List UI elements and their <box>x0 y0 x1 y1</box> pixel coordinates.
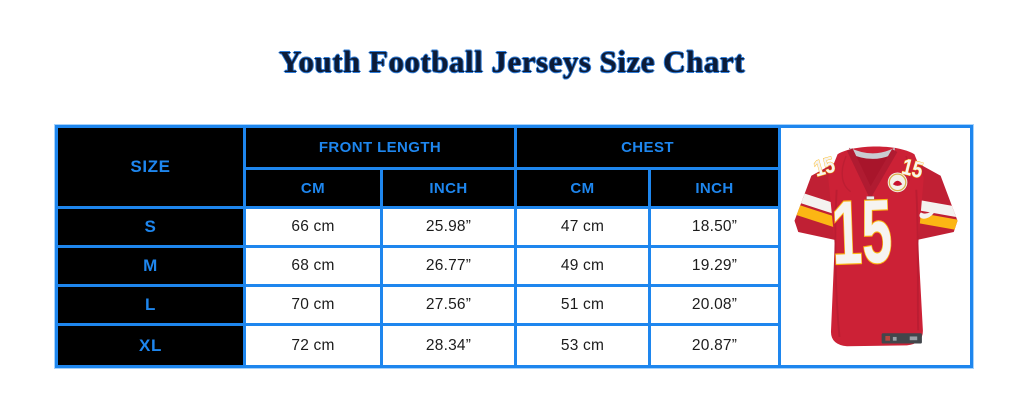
column-group-chest: CHEST <box>517 128 778 167</box>
row-l-chest-inch: 20.08” <box>651 287 778 323</box>
subheader-chest-cm: CM <box>517 170 648 206</box>
row-xl-chest-cm: 53 cm <box>517 326 648 365</box>
page-title: Youth Football Jerseys Size Chart <box>279 44 745 79</box>
jersey-collar <box>846 147 897 199</box>
jersey-photo-cell: 15 15 15 <box>781 128 970 365</box>
jersey-image: 15 15 15 <box>793 146 958 346</box>
team-patch-icon <box>887 172 907 192</box>
row-xl-front-inch: 28.34” <box>383 326 514 365</box>
size-chart-table: SIZE FRONT LENGTH CHEST CM INCH CM INCH … <box>55 125 973 368</box>
row-s-chest-cm: 47 cm <box>517 209 648 245</box>
row-s-chest-inch: 18.50” <box>651 209 778 245</box>
row-m-front-inch: 26.77” <box>383 248 514 284</box>
chest-number: 15 <box>830 181 893 283</box>
column-header-size: SIZE <box>58 128 243 206</box>
column-group-front-length: FRONT LENGTH <box>246 128 514 167</box>
row-xl-front-cm: 72 cm <box>246 326 380 365</box>
row-l-chest-cm: 51 cm <box>517 287 648 323</box>
row-m-chest-cm: 49 cm <box>517 248 648 284</box>
nike-swoosh-icon <box>918 205 938 219</box>
subheader-chest-inch: INCH <box>651 170 778 206</box>
row-l-size-label: L <box>58 287 243 323</box>
jersey-torso <box>827 146 924 346</box>
row-m-front-cm: 68 cm <box>246 248 380 284</box>
row-xl-size-label: XL <box>58 326 243 365</box>
row-m-chest-inch: 19.29” <box>651 248 778 284</box>
row-xl-chest-inch: 20.87” <box>651 326 778 365</box>
row-l-front-inch: 27.56” <box>383 287 514 323</box>
right-shoulder-number: 15 <box>899 153 925 182</box>
jock-tag <box>881 332 922 343</box>
row-l-front-cm: 70 cm <box>246 287 380 323</box>
row-m-size-label: M <box>58 248 243 284</box>
subheader-front-inch: INCH <box>383 170 514 206</box>
row-s-size-label: S <box>58 209 243 245</box>
subheader-front-cm: CM <box>246 170 380 206</box>
row-s-front-inch: 25.98” <box>383 209 514 245</box>
row-s-front-cm: 66 cm <box>246 209 380 245</box>
nfl-shield-icon <box>866 195 874 208</box>
